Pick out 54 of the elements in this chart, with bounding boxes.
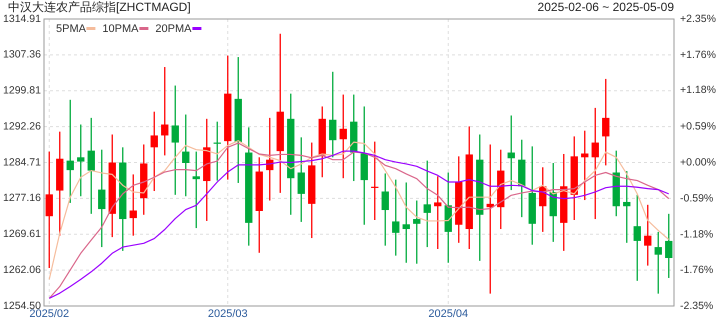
candlestick <box>434 176 442 250</box>
y2-tick-label: -1.18% <box>680 228 714 240</box>
candlestick <box>382 172 389 246</box>
x-tick-label: 2025/03 <box>208 308 248 320</box>
candlestick <box>130 174 137 236</box>
candlestick <box>88 117 95 214</box>
y-tick-label: 1299.81 <box>3 84 42 97</box>
y2-tick-label: -0.59% <box>680 192 714 204</box>
candlestick <box>298 136 305 223</box>
candlestick <box>592 107 599 220</box>
candlestick <box>161 66 168 156</box>
candlestick <box>392 178 400 256</box>
candlestick <box>182 114 190 197</box>
candlestick <box>329 71 336 158</box>
legend-label: 20PMA <box>155 22 192 35</box>
y-tick-label: 1314.91 <box>3 12 42 25</box>
candlestick <box>150 111 158 192</box>
candlestick <box>581 130 588 201</box>
y-tick-label: 1262.06 <box>3 264 42 276</box>
y-tick-label: 1307.36 <box>3 48 42 61</box>
candlestick <box>340 94 347 179</box>
legend-label: 10PMA <box>102 22 140 35</box>
candlestick <box>665 213 672 279</box>
y2-tick-label: -1.76% <box>680 264 714 276</box>
x-tick-label: 2025/04 <box>428 308 468 320</box>
candlestick <box>214 121 221 182</box>
candlestick <box>623 170 630 244</box>
candlestick <box>424 160 431 248</box>
y-tick-label: 1292.26 <box>3 120 42 132</box>
candlestick <box>77 124 84 197</box>
y2-tick-label: +1.76% <box>680 48 716 61</box>
candlestick <box>508 114 515 191</box>
candlestick <box>172 84 179 196</box>
y2-tick-label: +1.18% <box>680 84 716 96</box>
legend-label: 5PMA <box>56 22 87 35</box>
candlestick <box>98 149 106 248</box>
y2-tick-label: -2.35% <box>680 300 714 312</box>
candlestick <box>413 200 420 264</box>
candlestick <box>66 99 74 204</box>
candlestick <box>654 231 662 294</box>
y2-tick-label: +0.59% <box>680 120 716 132</box>
y-tick-label: 1277.16 <box>3 192 42 204</box>
y2-tick-label: +0.00% <box>680 156 716 168</box>
candlestick <box>402 182 410 264</box>
candlestick <box>266 117 274 202</box>
candlestick <box>644 204 652 266</box>
x-tick-label: 2025/02 <box>29 308 70 320</box>
candlestick <box>602 78 610 166</box>
chart-title: 中汉大连农产品综指[ZHCTMAGD] <box>8 0 191 14</box>
y2-tick-label: +2.35% <box>680 12 716 25</box>
chart-subtitle: 2025-02-06 ~ 2025-05-09 <box>538 0 674 14</box>
y-tick-label: 1284.71 <box>3 156 42 168</box>
candlestick <box>634 194 641 282</box>
y-tick-label: 1269.61 <box>3 228 42 240</box>
